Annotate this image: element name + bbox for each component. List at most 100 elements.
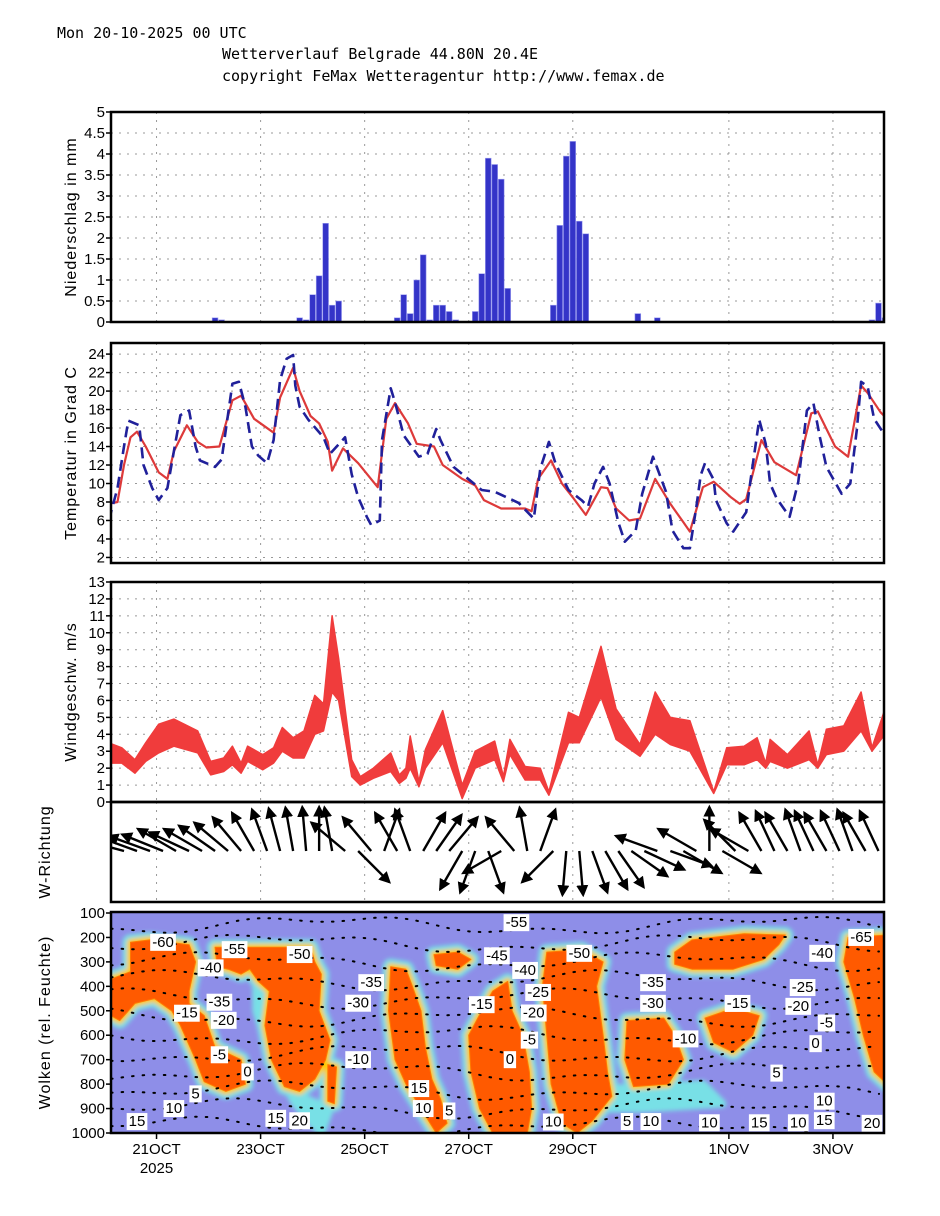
precip-bar	[335, 300, 342, 322]
y-tick-label: 2	[97, 760, 105, 777]
wind-direction-arrow	[783, 807, 802, 852]
contour-label: 20	[289, 1112, 310, 1130]
wind-direction-arrow	[265, 806, 282, 852]
contour-label-text: -30	[642, 995, 664, 1012]
wind-direction-arrow	[858, 808, 880, 852]
y-tick-label: 14	[88, 439, 105, 456]
x-tick-label: 1NOV	[708, 1141, 749, 1158]
contour-label: -65	[848, 928, 874, 946]
wind-direction-arrow	[682, 849, 724, 875]
wind-direction-arrow	[357, 850, 391, 884]
contour-label: -40	[197, 959, 224, 977]
contour-label-bg	[770, 1064, 783, 1082]
temperature-line-blue-dashed	[111, 353, 884, 550]
wind-direction-arrow	[803, 810, 828, 852]
y-tick-label: 5	[97, 709, 105, 726]
y-tick-label: 4	[97, 726, 105, 743]
contour-label-text: 10	[701, 1114, 718, 1131]
contour-label-text: -20	[523, 1005, 545, 1022]
contour-label-text: -50	[289, 946, 311, 963]
contour-label-text: -20	[787, 998, 809, 1015]
contour-label: 20	[861, 1114, 883, 1132]
y-tick-label: 11	[89, 608, 105, 625]
wind-direction-arrow	[557, 850, 570, 898]
contour-label-text: -15	[176, 1005, 198, 1022]
wind-direction-arrow	[819, 808, 841, 852]
panel-border	[109, 800, 886, 904]
copyright-line: copyright FeMax Wetteragentur http://www…	[222, 67, 665, 85]
precip-bar	[446, 311, 453, 322]
y-tick-label: 24	[88, 346, 105, 363]
contour-label-bg	[640, 974, 666, 992]
contour-label-bg	[724, 994, 751, 1012]
contour-label: 15	[126, 1113, 148, 1131]
humid-region-core	[843, 934, 884, 1082]
contour-label: -50	[566, 944, 593, 962]
precip-bar	[406, 313, 414, 322]
y-tick-label: 100	[80, 905, 105, 922]
precip-bar	[439, 304, 446, 322]
wind-direction-arrow	[422, 810, 447, 852]
wind-direction-arrow	[297, 804, 310, 852]
contour-label-text: -45	[486, 947, 508, 964]
contour-label: -35	[358, 974, 385, 992]
panel-border	[109, 910, 886, 1135]
x-tick-year: 2025	[140, 1160, 173, 1177]
contour-label: -25	[525, 983, 551, 1001]
y-tick-label: 600	[80, 1027, 105, 1044]
contour-label-text: 0	[506, 1051, 514, 1068]
precip-bar	[498, 178, 505, 322]
contour-label: -50	[286, 946, 313, 964]
wind-direction-arrow	[617, 850, 645, 890]
wind-direction-arrow	[373, 810, 399, 852]
wind-direction-arrow	[515, 805, 529, 852]
contour-label-text: -5	[523, 1032, 536, 1049]
humid-region-core	[674, 933, 786, 970]
wind-direction-arrow	[643, 849, 687, 871]
wind-direction-arrow	[461, 849, 502, 875]
x-tick-label: 3NOV	[813, 1141, 854, 1158]
wind-direction-arrow	[111, 846, 125, 853]
wind-direction-arrow	[281, 805, 295, 852]
contour-label-bg	[412, 1100, 434, 1118]
wind-direction-arrow	[576, 850, 589, 898]
contour-label-bg	[503, 914, 530, 932]
contour-label: 0	[503, 1051, 517, 1069]
x-tick-label: 29OCT	[549, 1141, 597, 1158]
y-tick-label: 13	[88, 574, 105, 591]
precip-bar	[433, 304, 440, 322]
panel-border	[109, 110, 886, 324]
y-tick-label: 400	[80, 978, 105, 995]
contour-label-bg	[408, 1080, 430, 1098]
contour-label-text: -30	[347, 995, 369, 1012]
precip-bar	[478, 273, 485, 322]
y-axis-label: Wolken (rel. Feuchte)	[37, 936, 54, 1110]
contour-label-bg	[525, 983, 551, 1001]
y-tick-label: 200	[80, 929, 105, 946]
wind-direction-arrow	[484, 815, 516, 852]
wind-direction-arrow	[539, 807, 558, 852]
y-axis-label: Niederschlag in mm	[63, 137, 80, 296]
y-tick-label: 0.5	[84, 293, 105, 310]
contour-label-bg	[817, 1014, 836, 1032]
contour-label-text: 5	[623, 1113, 631, 1130]
contour-label-text: -35	[360, 974, 382, 991]
isotherm-line	[111, 969, 880, 992]
y-tick-label: 10	[88, 625, 105, 642]
y-tick-label: 500	[80, 1003, 105, 1020]
precipitation-panel: 0 0.5 1 1.5 2 2.5 3 3.5 4 4.5 5 Niederschlag in mm	[63, 104, 886, 331]
precip-bar	[504, 288, 511, 322]
contour-label: -15	[468, 996, 495, 1014]
x-tick-label: 23OCT	[236, 1141, 284, 1158]
contour-label-text: -5	[820, 1015, 833, 1032]
isotherm-line	[111, 1115, 821, 1133]
y-axis-label: Windgeschw. m/s	[63, 622, 80, 761]
y-tick-label: 16	[88, 420, 105, 437]
contour-label: 5	[770, 1064, 783, 1082]
contour-label: 10	[163, 1100, 185, 1118]
contour-label: -5	[817, 1014, 836, 1032]
contour-label: 15	[408, 1080, 430, 1098]
